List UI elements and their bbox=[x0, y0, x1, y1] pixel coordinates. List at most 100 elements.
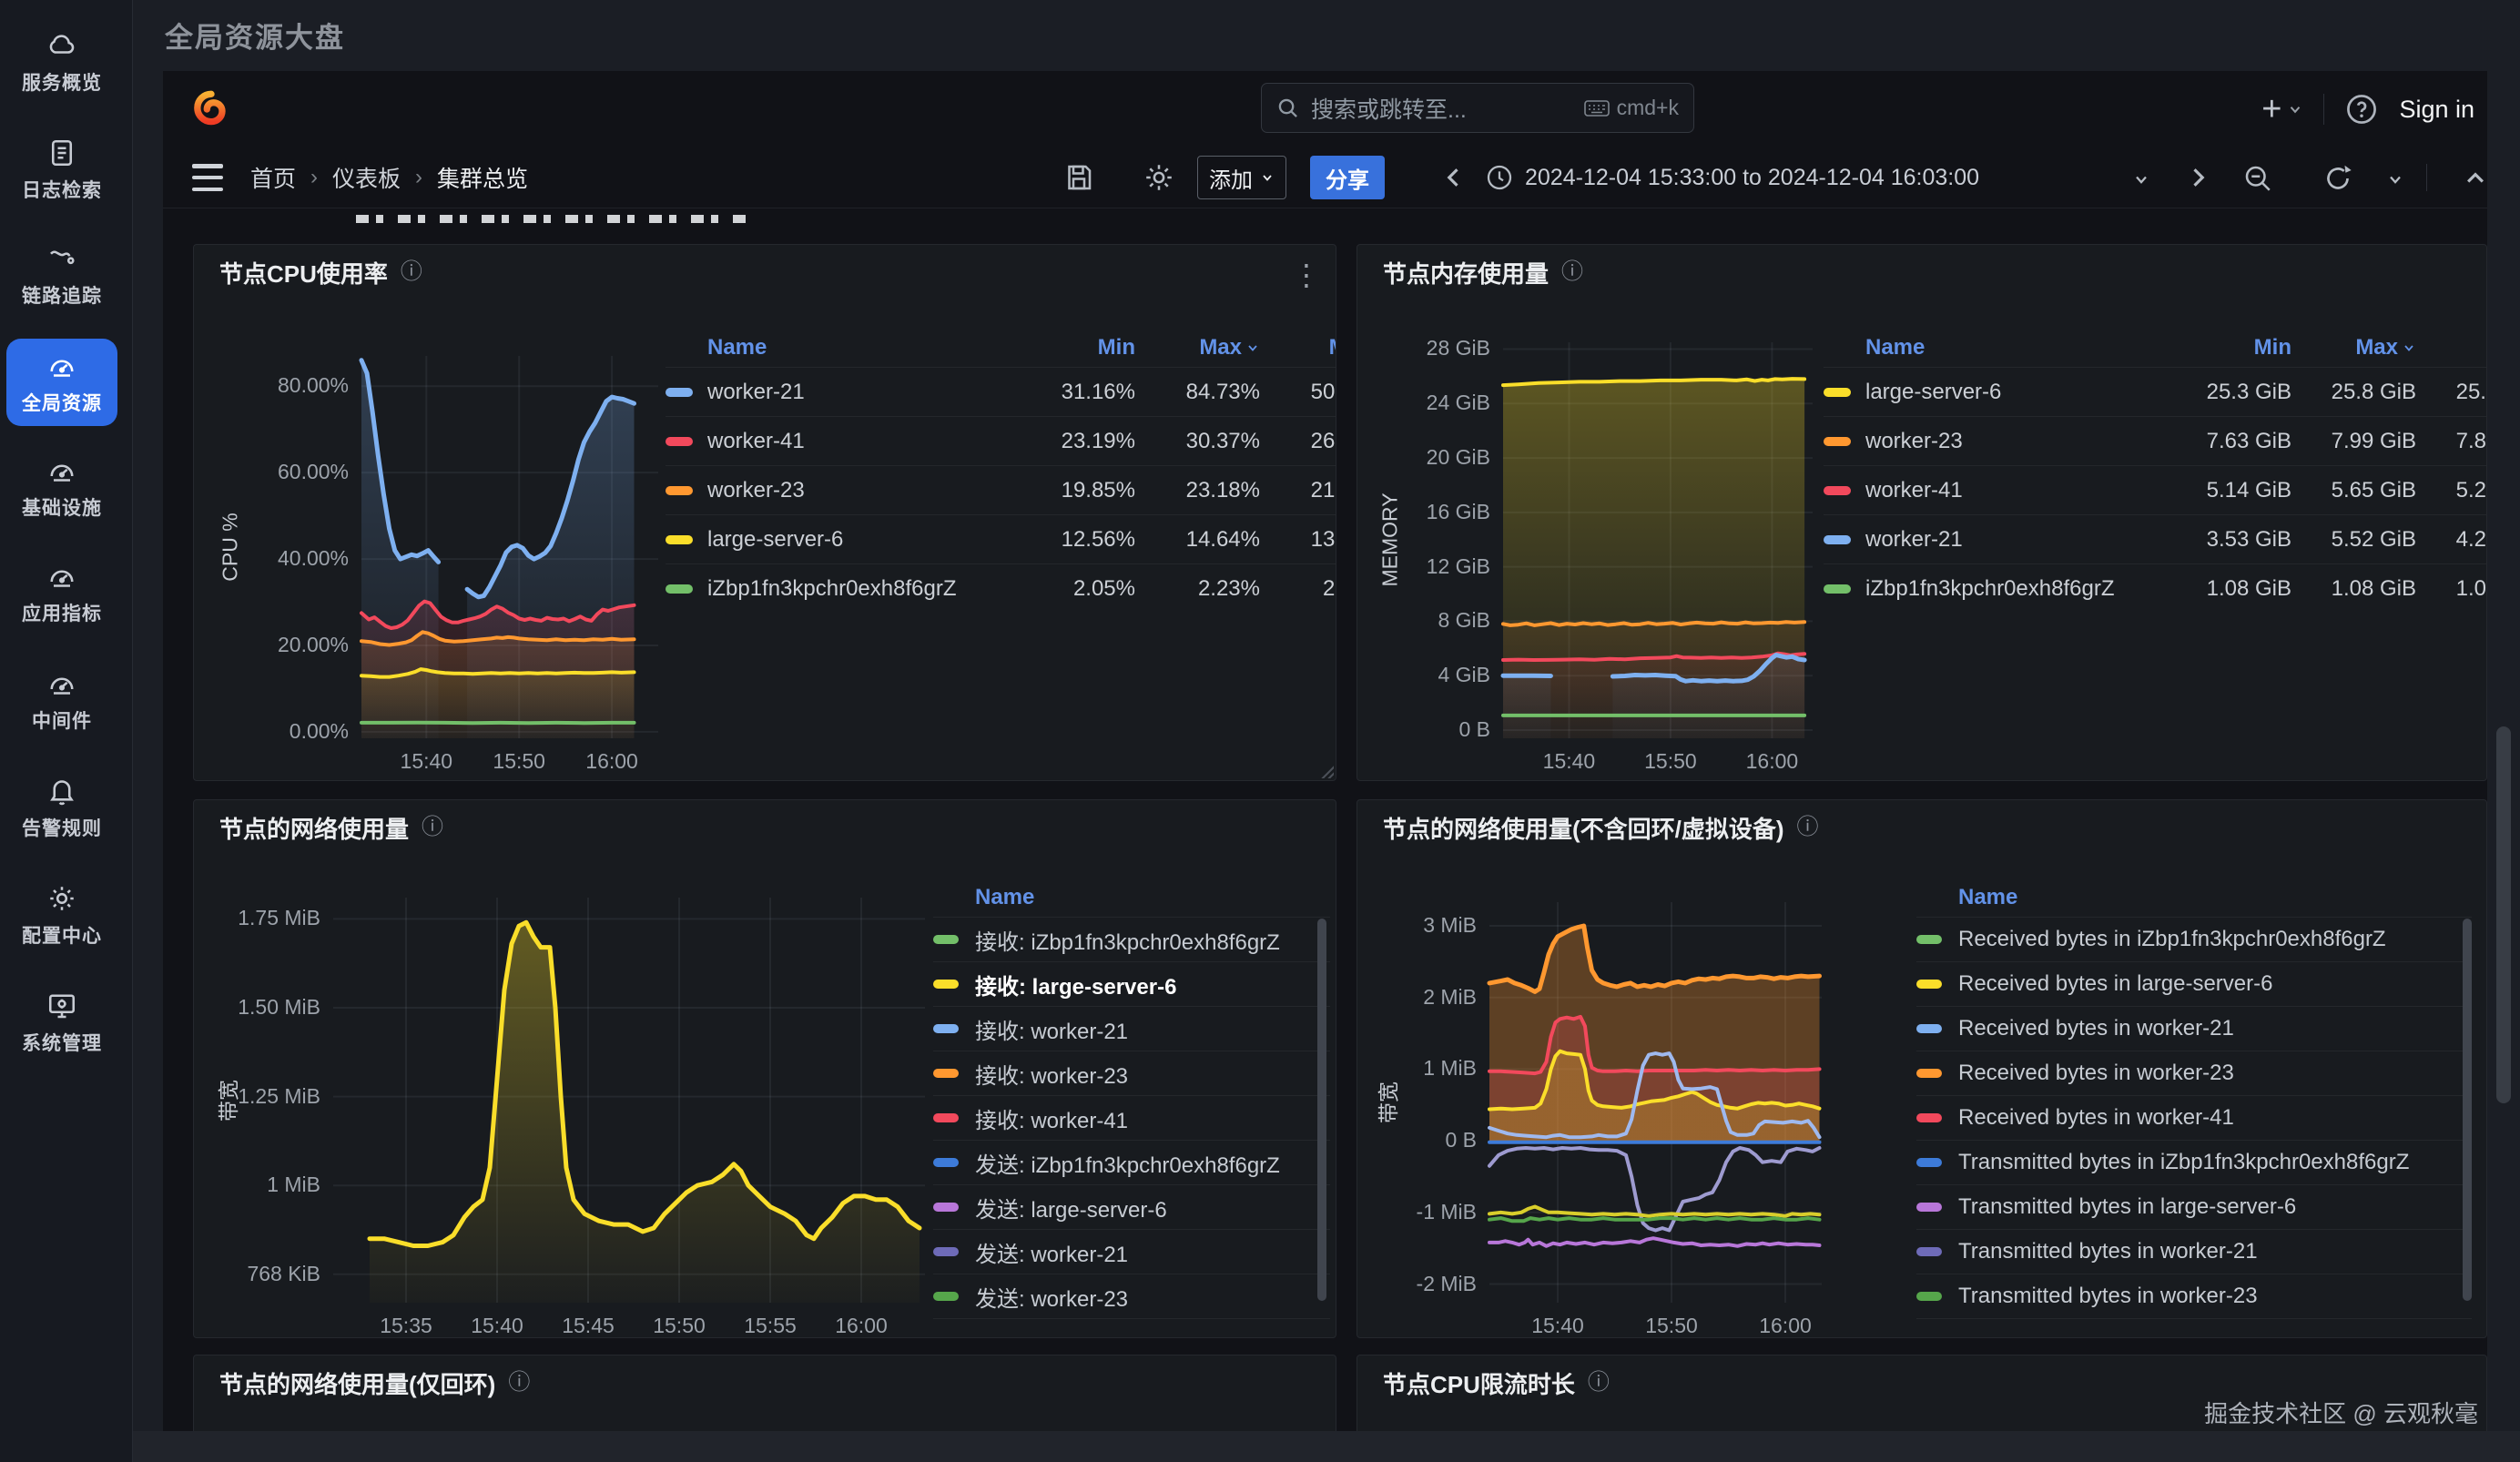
sidebar-item-5[interactable]: 基础设施 bbox=[6, 443, 117, 531]
menu-toggle-icon[interactable] bbox=[192, 164, 223, 191]
sign-in-button[interactable]: Sign in bbox=[2399, 95, 2474, 123]
zoom-out-icon[interactable] bbox=[2241, 162, 2274, 195]
search-input[interactable]: 搜索或跳转至... cmd+k bbox=[1261, 83, 1694, 133]
legend-row[interactable]: worker-23 19.85% 23.18% 21.22% bbox=[666, 465, 1336, 514]
legend-item[interactable]: Transmitted bytes in worker-23 bbox=[1916, 1274, 2472, 1318]
page-scrollbar[interactable] bbox=[2496, 726, 2511, 1103]
legend-item[interactable]: Received bytes in worker-21 bbox=[1916, 1006, 2472, 1051]
series-max: 7.99 GiB bbox=[2331, 428, 2416, 453]
legend-row[interactable]: iZbp1fn3kpchr0exh8f6grZ 2.05% 2.23% 2.12% bbox=[666, 563, 1336, 613]
new-dashboard-button[interactable]: + bbox=[2261, 92, 2303, 127]
series-color-chip bbox=[1916, 1024, 1942, 1033]
sidebar-item-3[interactable]: 链路追踪 bbox=[6, 231, 117, 319]
series-name: 接收: large-server-6 bbox=[975, 974, 1177, 1000]
legend-item[interactable]: 发送: iZbp1fn3kpchr0exh8f6grZ bbox=[933, 1140, 1330, 1184]
legend-item[interactable]: 发送: worker-21 bbox=[933, 1229, 1330, 1274]
series-name: 接收: iZbp1fn3kpchr0exh8f6grZ bbox=[975, 929, 1280, 955]
save-dashboard-icon[interactable] bbox=[1062, 161, 1095, 194]
sidebar-item-4[interactable]: 全局资源 bbox=[6, 339, 117, 426]
panel-resize-handle[interactable] bbox=[1319, 764, 1334, 778]
info-icon[interactable]: ⓘ bbox=[1587, 1370, 1610, 1395]
series-name: 接收: worker-23 bbox=[975, 1063, 1129, 1089]
y-axis-tick: 40.00% bbox=[277, 546, 349, 571]
legend-item[interactable]: 接收: worker-41 bbox=[933, 1095, 1330, 1140]
series-mean: 26.79% bbox=[1310, 428, 1336, 453]
legend-scrollbar[interactable] bbox=[2463, 919, 2472, 1301]
legend-row[interactable]: large-server-6 12.56% 14.64% 13.49% bbox=[666, 514, 1336, 563]
sort-mean[interactable]: Mean bbox=[1260, 335, 1336, 360]
legend-row[interactable]: worker-21 31.16% 84.73% 50.81% bbox=[666, 367, 1336, 416]
sort-max[interactable]: Max bbox=[1135, 335, 1260, 360]
panel-title: 节点的网络使用量(仅回环) bbox=[219, 1370, 496, 1398]
chevron-down-icon[interactable] bbox=[2132, 170, 2150, 188]
breadcrumb-dashboards[interactable]: 仪表板 bbox=[332, 167, 401, 192]
panel-node-network-loopback: 节点的网络使用量(仅回环) ⓘ bbox=[193, 1355, 1336, 1431]
sidebar-item-10[interactable]: 系统管理 bbox=[6, 979, 117, 1066]
x-axis-tick: 16:00 bbox=[1759, 1314, 1812, 1337]
sort-max[interactable]: Max bbox=[2291, 335, 2416, 360]
legend-item[interactable]: 接收: worker-21 bbox=[933, 1006, 1330, 1051]
series-color-chip bbox=[933, 1158, 959, 1167]
dashboard-settings-icon[interactable] bbox=[1143, 161, 1175, 194]
legend-item[interactable]: Transmitted bytes in worker-21 bbox=[1916, 1229, 2472, 1274]
refresh-interval-chevron-icon[interactable] bbox=[2386, 170, 2404, 188]
legend-item[interactable]: 发送: worker-23 bbox=[933, 1274, 1330, 1318]
legend-item[interactable]: 接收: worker-23 bbox=[933, 1051, 1330, 1095]
help-icon[interactable] bbox=[2344, 92, 2379, 127]
sidebar-item-2[interactable]: 日志检索 bbox=[6, 126, 117, 213]
time-range-picker[interactable]: 2024-12-04 15:33:00 to 2024-12-04 16:03:… bbox=[1525, 164, 1980, 190]
sort-mean[interactable]: Mean bbox=[2416, 335, 2486, 360]
x-axis-tick: 15:40 bbox=[1542, 749, 1596, 773]
legend-item[interactable]: Transmitted bytes in large-server-6 bbox=[1916, 1184, 2472, 1229]
grafana-logo-icon[interactable] bbox=[190, 87, 232, 129]
legend-row[interactable]: large-server-6 25.3 GiB 25.8 GiB 25.6 GiB bbox=[1824, 367, 2486, 416]
legend-row[interactable]: worker-23 7.63 GiB 7.99 GiB 7.82 GiB bbox=[1824, 416, 2486, 465]
legend-row[interactable]: worker-41 23.19% 30.37% 26.79% bbox=[666, 416, 1336, 465]
legend-item[interactable]: Received bytes in iZbp1fn3kpchr0exh8f6gr… bbox=[1916, 917, 2472, 961]
time-back-icon[interactable] bbox=[1441, 165, 1467, 190]
trace-icon bbox=[46, 242, 78, 275]
legend-item[interactable]: Received bytes in large-server-6 bbox=[1916, 961, 2472, 1006]
sidebar-item-1[interactable]: 服务概览 bbox=[6, 18, 117, 106]
info-icon[interactable]: ⓘ bbox=[1561, 259, 1584, 284]
info-icon[interactable]: ⓘ bbox=[400, 259, 422, 284]
info-icon[interactable]: ⓘ bbox=[508, 1370, 531, 1395]
series-name: 发送: iZbp1fn3kpchr0exh8f6grZ bbox=[975, 1152, 1280, 1178]
network-usage-chart[interactable] bbox=[333, 898, 925, 1303]
breadcrumb-home[interactable]: 首页 bbox=[250, 167, 297, 192]
cpu-usage-chart[interactable] bbox=[359, 356, 658, 738]
legend-item[interactable]: 接收: iZbp1fn3kpchr0exh8f6grZ bbox=[933, 917, 1330, 961]
time-forward-icon[interactable] bbox=[2185, 165, 2210, 190]
legend-item[interactable]: 发送: worker-41 bbox=[933, 1318, 1330, 1321]
legend-scrollbar[interactable] bbox=[1317, 919, 1326, 1301]
sidebar-item-7[interactable]: 中间件 bbox=[6, 656, 117, 744]
legend-item[interactable]: Received bytes in worker-41 bbox=[1916, 1095, 2472, 1140]
sort-min[interactable]: Min bbox=[2253, 335, 2291, 360]
collapse-toolbar-icon[interactable] bbox=[2463, 166, 2487, 191]
series-name: worker-21 bbox=[707, 379, 805, 404]
legend-item[interactable]: Received bytes in worker-23 bbox=[1916, 1051, 2472, 1095]
memory-usage-chart[interactable] bbox=[1500, 342, 1813, 738]
clock-icon bbox=[1487, 165, 1512, 190]
network-no-loopback-chart[interactable] bbox=[1487, 902, 1822, 1303]
legend-row[interactable]: worker-41 5.14 GiB 5.65 GiB 5.29 GiB bbox=[1824, 465, 2486, 514]
sidebar-item-9[interactable]: 配置中心 bbox=[6, 871, 117, 959]
refresh-icon[interactable] bbox=[2322, 162, 2354, 195]
sidebar-item-6[interactable]: 应用指标 bbox=[6, 549, 117, 636]
panel-menu-icon[interactable]: ⋮ bbox=[1292, 259, 1321, 291]
legend-item[interactable]: Transmitted bytes in iZbp1fn3kpchr0exh8f… bbox=[1916, 1140, 2472, 1184]
legend-row[interactable]: worker-21 3.53 GiB 5.52 GiB 4.25 GiB bbox=[1824, 514, 2486, 563]
sidebar-item-8[interactable]: 告警规则 bbox=[6, 764, 117, 851]
info-icon[interactable]: ⓘ bbox=[1796, 815, 1819, 839]
legend-item[interactable]: Transmitted bytes in worker-41 bbox=[1916, 1318, 2472, 1321]
legend-row[interactable]: iZbp1fn3kpchr0exh8f6grZ 1.08 GiB 1.08 GiB 1… bbox=[1824, 563, 2486, 613]
add-panel-button[interactable]: 添加 bbox=[1197, 156, 1286, 199]
x-axis-tick: 15:55 bbox=[744, 1314, 797, 1337]
share-button[interactable]: 分享 bbox=[1310, 156, 1385, 199]
info-icon[interactable]: ⓘ bbox=[422, 815, 444, 839]
sort-min[interactable]: Min bbox=[1097, 335, 1135, 360]
legend-item[interactable]: 发送: large-server-6 bbox=[933, 1184, 1330, 1229]
legend-item[interactable]: 接收: large-server-6 bbox=[933, 961, 1330, 1006]
series-name: worker-21 bbox=[1865, 526, 1963, 552]
